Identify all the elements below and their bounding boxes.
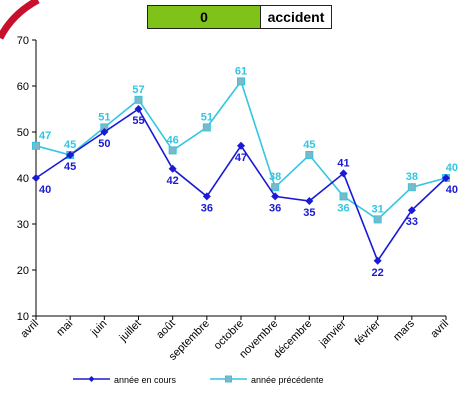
data-point: [305, 151, 314, 159]
accident-count: 0: [148, 6, 260, 28]
data-point: [32, 141, 40, 150]
data-label: 35: [303, 207, 315, 219]
data-label: 40: [446, 162, 458, 174]
series-layer: [32, 77, 450, 265]
y-axis-ticks: 10 20 30 40 50 60 70: [17, 35, 36, 323]
data-point: [305, 197, 314, 205]
data-point: [168, 164, 177, 173]
x-tick-label: mars: [391, 317, 417, 343]
data-label: 36: [337, 202, 349, 214]
data-label: 40: [39, 184, 51, 196]
corner-arc-decoration: [0, 0, 40, 40]
y-tick-label: 10: [17, 311, 29, 323]
data-label: 47: [235, 152, 247, 164]
data-point: [237, 77, 245, 86]
data-point: [407, 183, 416, 192]
data-point: [202, 192, 211, 201]
data-label: 51: [98, 111, 110, 123]
y-tick-label: 70: [17, 35, 29, 47]
data-point: [66, 151, 75, 159]
data-label: 36: [201, 202, 213, 214]
data-point: [271, 183, 280, 192]
data-point: [339, 192, 348, 201]
data-labels: 40 45 50 55 42 36 47 36 35 41 22 33 40 47 45 51 57 46 51 61…: [39, 65, 458, 278]
data-point: [100, 128, 109, 136]
legend-marker: [88, 376, 95, 382]
x-tick-label: mai: [54, 318, 75, 339]
data-point: [134, 95, 143, 104]
data-point: [442, 174, 450, 182]
data-point: [32, 174, 40, 182]
data-label: 45: [64, 161, 76, 173]
legend: année en cours année précédente: [73, 375, 324, 385]
x-tick-label: août: [154, 318, 178, 342]
data-point: [202, 123, 211, 132]
accident-counter-badge: 0 accident: [147, 5, 332, 29]
data-point: [407, 206, 416, 215]
legend-label: année précédente: [251, 375, 324, 385]
y-tick-label: 30: [17, 219, 29, 231]
data-label: 61: [235, 65, 247, 77]
data-point: [373, 215, 382, 224]
data-label: 41: [337, 157, 349, 169]
x-tick-label: juin: [88, 318, 109, 339]
data-label: 55: [132, 115, 144, 127]
y-tick-label: 20: [17, 265, 29, 277]
data-label: 45: [303, 139, 315, 151]
data-point: [134, 105, 143, 113]
data-label: 40: [446, 184, 458, 196]
x-tick-label: janvier: [317, 317, 349, 349]
data-label: 45: [64, 139, 76, 151]
data-label: 50: [98, 138, 110, 150]
data-label: 33: [406, 216, 418, 228]
data-label: 31: [372, 203, 384, 215]
y-tick-label: 40: [17, 173, 29, 185]
data-point: [339, 169, 348, 178]
legend-label: année en cours: [114, 375, 177, 385]
data-label: 38: [269, 171, 281, 183]
data-label: 38: [406, 171, 418, 183]
x-tick-label: octobre: [212, 318, 246, 352]
data-label: 47: [39, 130, 51, 142]
accident-label: accident: [260, 6, 331, 28]
y-tick-label: 50: [17, 127, 29, 139]
data-point: [237, 141, 245, 150]
x-tick-label: avril: [428, 318, 451, 341]
data-label: 51: [201, 111, 213, 123]
y-tick-label: 60: [17, 81, 29, 93]
data-point: [271, 192, 280, 201]
legend-marker: [225, 375, 232, 383]
data-label: 22: [372, 267, 384, 279]
data-point: [373, 256, 382, 265]
data-label: 46: [167, 134, 179, 146]
x-tick-label: juillet: [117, 318, 144, 345]
series-line: [35, 79, 447, 221]
series-line: [35, 107, 447, 263]
x-tick-label: février: [353, 317, 383, 347]
data-point: [168, 146, 177, 155]
data-label: 42: [167, 175, 179, 187]
data-label: 36: [269, 202, 281, 214]
data-label: 57: [132, 84, 144, 96]
